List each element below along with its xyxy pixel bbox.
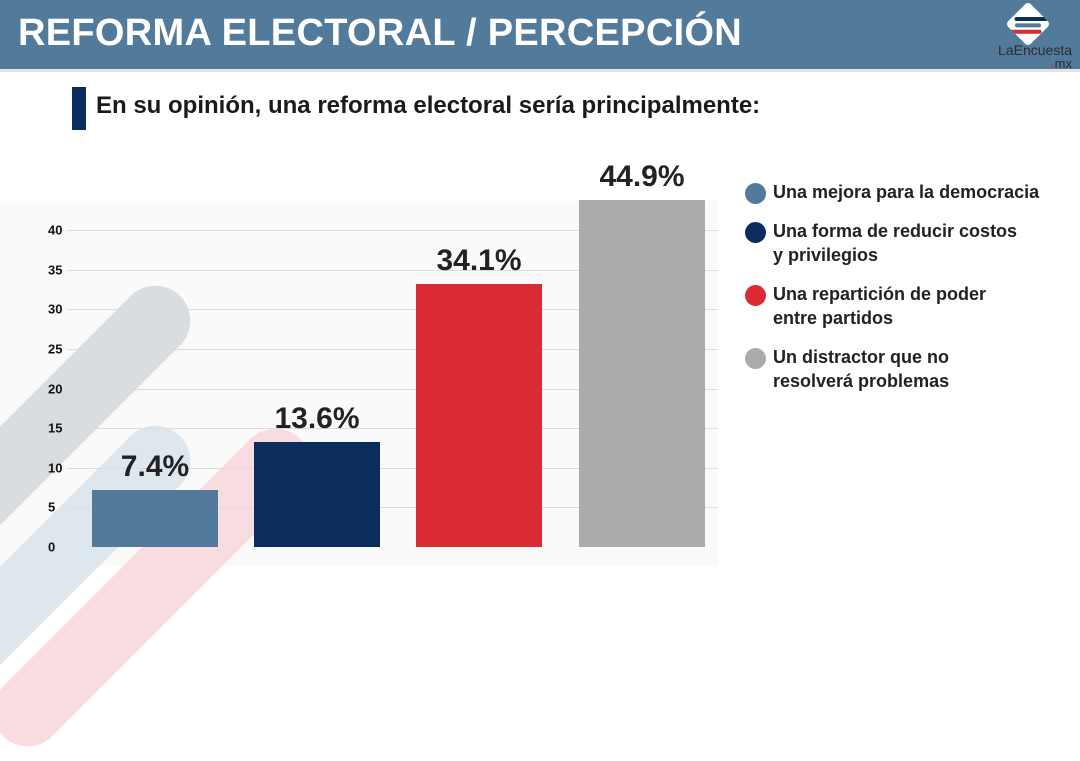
gridline <box>67 428 718 430</box>
question-text: En su opinión, una reforma electoral ser… <box>96 92 761 119</box>
legend-label: Una mejora para la democracia <box>773 182 1040 202</box>
legend-label: entre partidos <box>773 308 894 328</box>
legend-swatch <box>745 348 766 369</box>
gridline <box>67 507 718 509</box>
bar-value-label: 7.4% <box>120 449 190 483</box>
logo-icon <box>1005 1 1051 47</box>
legend-label: Una forma de reducir costos <box>773 221 1018 241</box>
gridline <box>67 230 718 232</box>
y-tick-label: 35 <box>48 262 63 278</box>
y-tick-label: 25 <box>48 341 63 357</box>
laencuesta-logo: LaEncuesta .mx <box>982 1 1072 71</box>
chart-plot-area: 0 5 10 15 20 25 30 35 40 7.4% 13.6% 34.1% 44.9% <box>0 160 718 761</box>
legend-item: Una repartición de poder entre partidos <box>745 282 1075 330</box>
y-tick-label: 30 <box>48 301 63 317</box>
bar-value-label: 44.9% <box>599 160 685 194</box>
bar-value-label: 34.1% <box>436 243 522 277</box>
legend-label: Un distractor que no <box>773 347 950 367</box>
page-title: REFORMA ELECTORAL / PERCEPCIÓN <box>18 12 743 54</box>
gridline <box>67 388 718 390</box>
y-tick-label: 5 <box>48 499 56 515</box>
bar <box>254 442 380 547</box>
gridline <box>67 349 718 350</box>
logo-tld: .mx <box>1051 56 1072 71</box>
header-banner: REFORMA ELECTORAL / PERCEPCIÓN LaEncuest… <box>0 0 1080 72</box>
question-accent-bar <box>72 87 86 130</box>
chart-legend: Una mejora para la democracia Una forma d… <box>745 180 1075 408</box>
legend-label: y privilegios <box>773 245 879 265</box>
legend-item: Una mejora para la democracia <box>745 180 1075 204</box>
legend-swatch <box>745 285 766 306</box>
legend-swatch <box>745 222 766 243</box>
gridline <box>67 269 718 271</box>
y-tick-label: 0 <box>48 539 56 555</box>
gridline <box>67 309 718 311</box>
legend-label: Una repartición de poder <box>773 284 987 304</box>
bar <box>579 200 705 547</box>
logo-brand: LaEncuesta <box>998 42 1072 58</box>
legend-swatch <box>745 183 766 204</box>
y-tick-label: 15 <box>48 420 63 436</box>
bar <box>92 489 218 547</box>
legend-item: Una forma de reducir costos y privilegios <box>745 219 1075 267</box>
legend-label: resolverá problemas <box>773 371 950 391</box>
bar-value-label: 13.6% <box>274 402 360 435</box>
bar <box>416 283 542 547</box>
y-tick-label: 20 <box>48 381 63 397</box>
y-tick-label: 40 <box>48 222 63 238</box>
y-tick-label: 10 <box>48 460 63 476</box>
gridline <box>67 467 718 469</box>
legend-item: Un distractor que no resolverá problemas <box>745 345 1075 393</box>
